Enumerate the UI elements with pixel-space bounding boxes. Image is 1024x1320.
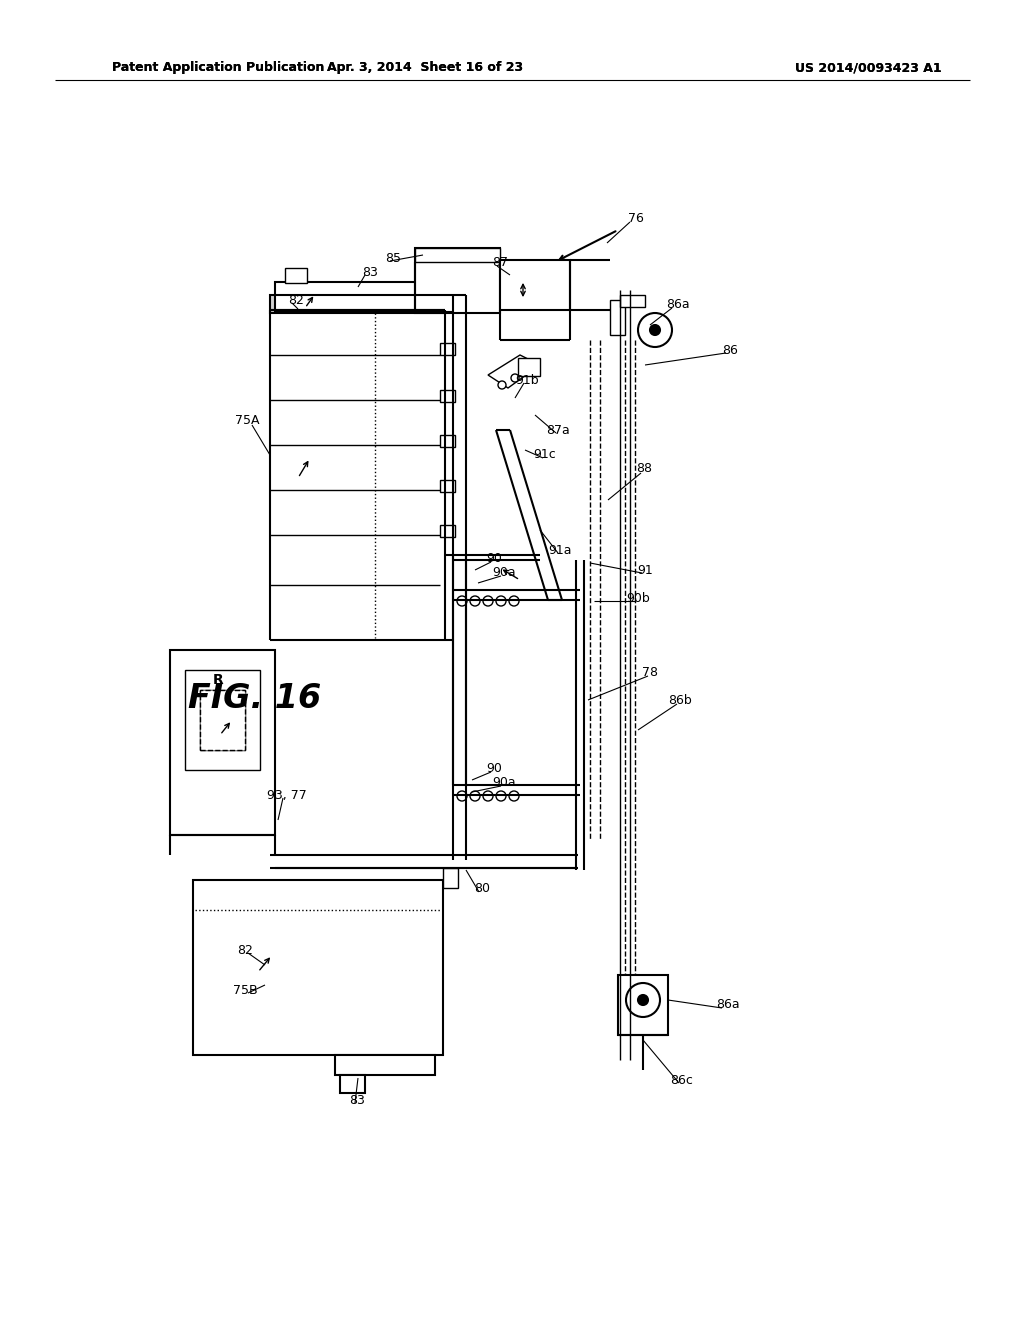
Text: 86c: 86c [671, 1073, 693, 1086]
Circle shape [511, 374, 519, 381]
Bar [170, 649, 275, 836]
Text: US 2014/0093423 A1: US 2014/0093423 A1 [795, 62, 941, 74]
Bar [275, 282, 445, 312]
Bar [618, 975, 668, 1035]
Bar [185, 671, 260, 770]
Text: FIG. 16: FIG. 16 [188, 681, 322, 714]
Circle shape [457, 791, 467, 801]
Bar [200, 690, 245, 750]
Text: 83: 83 [349, 1093, 365, 1106]
Text: 86a: 86a [667, 298, 690, 312]
Text: Patent Application Publication: Patent Application Publication [112, 62, 325, 74]
Text: 90: 90 [486, 552, 502, 565]
Bar [415, 248, 500, 261]
Text: 86b: 86b [668, 693, 692, 706]
Text: 80: 80 [474, 882, 490, 895]
Polygon shape [488, 355, 540, 388]
Bar [440, 389, 455, 403]
Text: 85: 85 [385, 252, 401, 264]
Text: 90a: 90a [493, 776, 516, 788]
Text: 86a: 86a [716, 998, 739, 1011]
Text: 90: 90 [486, 762, 502, 775]
Text: 82: 82 [238, 944, 253, 957]
Bar [200, 690, 245, 750]
Text: 82: 82 [288, 293, 304, 306]
Text: 87: 87 [492, 256, 508, 269]
Text: 83: 83 [362, 265, 378, 279]
Text: 75B: 75B [232, 983, 257, 997]
Circle shape [498, 381, 506, 389]
Bar [440, 436, 455, 447]
Circle shape [650, 325, 660, 335]
Bar [335, 1055, 435, 1074]
Circle shape [638, 995, 648, 1005]
Bar [285, 268, 307, 282]
Bar [193, 880, 443, 1055]
Bar [500, 260, 570, 310]
Bar [415, 248, 500, 313]
Circle shape [470, 791, 480, 801]
Text: Apr. 3, 2014  Sheet 16 of 23: Apr. 3, 2014 Sheet 16 of 23 [327, 62, 523, 74]
Bar [270, 294, 445, 313]
Bar [440, 525, 455, 537]
Bar [620, 294, 645, 308]
Bar [440, 343, 455, 355]
Text: 91c: 91c [534, 449, 556, 462]
Bar [340, 1074, 365, 1093]
Circle shape [496, 597, 506, 606]
Text: 76: 76 [628, 211, 644, 224]
Circle shape [483, 597, 493, 606]
Bar [440, 480, 455, 492]
Bar [610, 300, 625, 335]
Text: 93, 77: 93, 77 [267, 788, 307, 801]
Text: 90b: 90b [626, 591, 650, 605]
Bar [443, 869, 458, 888]
Circle shape [483, 791, 493, 801]
Text: Patent Application Publication: Patent Application Publication [112, 62, 325, 74]
Text: Apr. 3, 2014  Sheet 16 of 23: Apr. 3, 2014 Sheet 16 of 23 [327, 62, 523, 74]
Text: 75A: 75A [234, 413, 259, 426]
Circle shape [626, 983, 660, 1016]
Text: 91a: 91a [548, 544, 571, 557]
Text: 87a: 87a [546, 424, 570, 437]
Bar [518, 358, 540, 376]
Circle shape [496, 791, 506, 801]
Text: US 2014/0093423 A1: US 2014/0093423 A1 [795, 62, 941, 74]
Circle shape [509, 597, 519, 606]
Text: 91: 91 [637, 564, 653, 577]
Text: 78: 78 [642, 665, 658, 678]
Circle shape [470, 597, 480, 606]
Text: 91b: 91b [515, 374, 539, 387]
Text: 88: 88 [636, 462, 652, 474]
Circle shape [457, 597, 467, 606]
Text: R: R [213, 673, 223, 686]
Circle shape [509, 791, 519, 801]
Circle shape [638, 313, 672, 347]
Text: 90a: 90a [493, 565, 516, 578]
Text: 86: 86 [722, 343, 738, 356]
